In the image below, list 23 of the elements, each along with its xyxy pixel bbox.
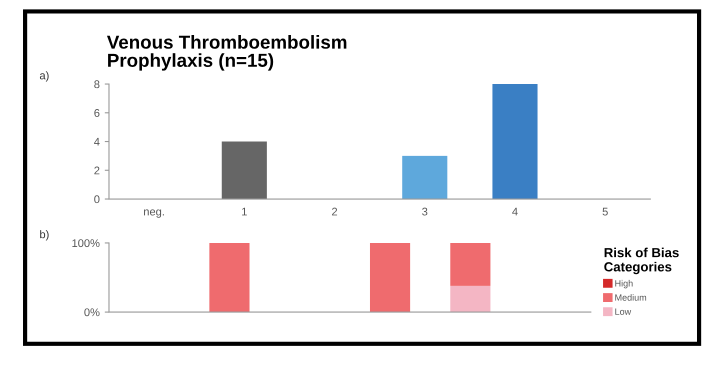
y-tick-label: 0	[94, 195, 100, 204]
y-tick-label: 4	[94, 138, 100, 146]
y-tick-label: 6	[94, 109, 100, 117]
x-tick-label: 5	[602, 208, 608, 216]
y-tick-label: 0%	[84, 308, 100, 316]
y-tick-label: 100%	[72, 239, 100, 248]
x-tick-label: neg.	[144, 209, 164, 218]
bar	[402, 156, 448, 200]
y-tick-label: 8	[94, 80, 100, 88]
x-tick-label: 1	[242, 208, 247, 216]
text: a)	[40, 71, 49, 82]
legend-title: Risk of Bias Categories	[604, 248, 679, 274]
x-tick-label: 4	[512, 208, 518, 216]
text: b)	[40, 230, 49, 240]
y-tick-label: 2	[94, 166, 100, 174]
legend-label: Medium	[615, 294, 646, 301]
bar	[222, 142, 267, 200]
bar	[492, 84, 538, 200]
legend-label: Low	[615, 308, 632, 315]
x-tick-label: 3	[422, 208, 428, 216]
chart-title: Venous Thromboembolism Prophylaxis (n=15)	[106, 35, 346, 71]
x-tick-label: 2	[332, 208, 338, 216]
legend-label: High	[615, 280, 633, 288]
